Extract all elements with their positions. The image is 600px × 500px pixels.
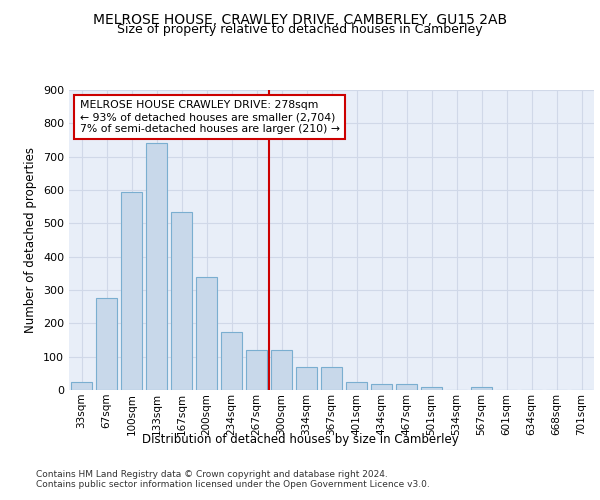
Y-axis label: Number of detached properties: Number of detached properties (25, 147, 37, 333)
Text: MELROSE HOUSE, CRAWLEY DRIVE, CAMBERLEY, GU15 2AB: MELROSE HOUSE, CRAWLEY DRIVE, CAMBERLEY,… (93, 12, 507, 26)
Bar (146, 144, 167, 390)
Text: Size of property relative to detached houses in Camberley: Size of property relative to detached ho… (117, 22, 483, 36)
Text: MELROSE HOUSE CRAWLEY DRIVE: 278sqm
← 93% of detached houses are smaller (2,704): MELROSE HOUSE CRAWLEY DRIVE: 278sqm ← 93… (79, 100, 340, 134)
Text: Contains public sector information licensed under the Open Government Licence v3: Contains public sector information licen… (36, 480, 430, 489)
Bar (271, 350, 292, 390)
Bar (71, 382, 92, 390)
Bar (221, 332, 242, 390)
Bar (471, 386, 492, 390)
Text: Distribution of detached houses by size in Camberley: Distribution of detached houses by size … (142, 432, 458, 446)
Bar (396, 384, 417, 390)
Text: Contains HM Land Registry data © Crown copyright and database right 2024.: Contains HM Land Registry data © Crown c… (36, 470, 388, 479)
Bar (121, 192, 142, 390)
Bar (196, 278, 217, 390)
Bar (246, 350, 267, 390)
Bar (321, 368, 342, 390)
Bar (371, 384, 392, 390)
Bar (421, 386, 442, 390)
Bar (296, 368, 317, 390)
Bar (96, 298, 117, 390)
Bar (171, 212, 192, 390)
Bar (346, 382, 367, 390)
